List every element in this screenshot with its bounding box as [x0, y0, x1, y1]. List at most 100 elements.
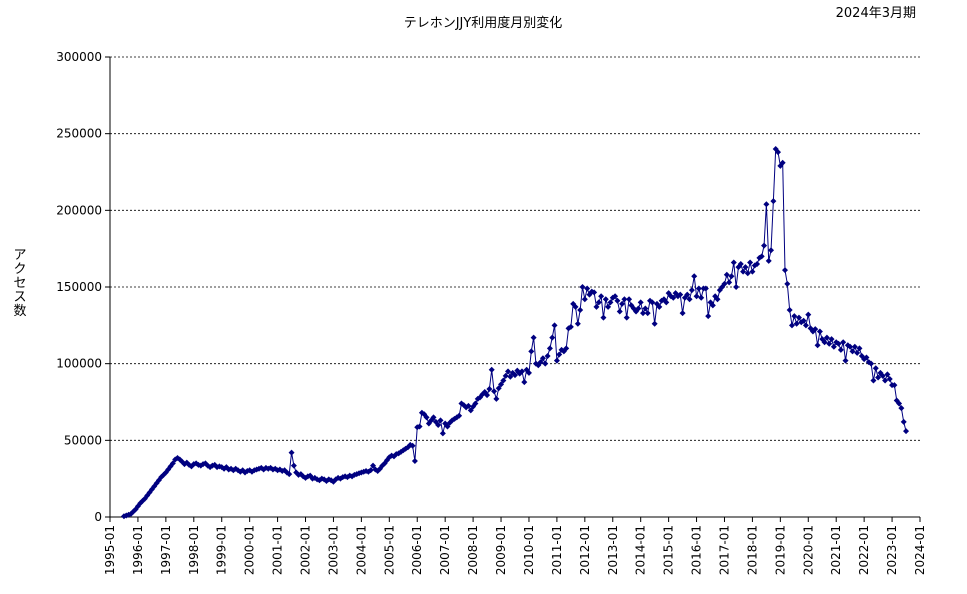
- data-point: [786, 307, 793, 313]
- x-tick-label: 1996-01: [131, 525, 145, 575]
- data-point: [491, 388, 498, 395]
- plot-area: [120, 146, 910, 520]
- y-tick-label: 300000: [56, 50, 102, 64]
- x-tick-label: 2012-01: [578, 525, 592, 575]
- data-point: [821, 339, 828, 346]
- data-point: [591, 289, 598, 296]
- data-point: [518, 368, 525, 375]
- data-point: [556, 351, 563, 358]
- data-point: [782, 267, 788, 274]
- data-point: [640, 310, 647, 317]
- data-point: [800, 317, 807, 324]
- data-point: [502, 372, 509, 379]
- x-tick-label: 2011-01: [550, 525, 564, 575]
- data-point: [747, 259, 754, 266]
- data-point: [686, 296, 693, 303]
- data-point: [749, 268, 756, 275]
- x-tick-label: 1999-01: [215, 525, 229, 575]
- data-point: [598, 293, 605, 300]
- data-point: [616, 308, 623, 315]
- data-point: [714, 296, 721, 303]
- x-tick-label: 2000-01: [243, 525, 257, 575]
- data-point: [577, 307, 584, 313]
- data-point: [612, 293, 619, 300]
- y-tick-label: 100000: [56, 357, 102, 371]
- data-point: [465, 402, 472, 409]
- data-point: [886, 376, 893, 382]
- data-point: [563, 345, 570, 352]
- x-tick-label: 2001-01: [271, 525, 285, 575]
- x-tick-label: 2007-01: [438, 525, 452, 575]
- data-point: [793, 320, 800, 327]
- data-point: [367, 467, 374, 474]
- data-point: [726, 279, 733, 286]
- data-point: [579, 284, 586, 290]
- data-point: [709, 302, 716, 309]
- data-point: [642, 305, 649, 312]
- data-point: [651, 320, 658, 327]
- data-point: [486, 385, 493, 392]
- data-point: [828, 336, 835, 343]
- data-point: [551, 322, 558, 329]
- data-point: [605, 303, 612, 310]
- x-tick-label: 2005-01: [382, 525, 396, 575]
- data-point: [851, 343, 858, 350]
- data-point: [677, 291, 684, 298]
- data-point: [826, 340, 833, 347]
- x-tick-label: 2009-01: [494, 525, 508, 575]
- data-point: [802, 322, 809, 329]
- data-point: [546, 345, 553, 352]
- data-point: [898, 405, 905, 412]
- data-point: [644, 310, 651, 317]
- x-tick-label: 2021-01: [829, 525, 843, 575]
- data-point: [863, 354, 870, 361]
- data-point: [698, 294, 705, 301]
- data-point: [574, 320, 581, 327]
- data-point: [430, 414, 437, 421]
- data-point: [621, 296, 628, 303]
- data-point: [553, 357, 560, 364]
- data-point: [435, 422, 442, 428]
- data-point: [784, 280, 791, 287]
- data-point: [754, 261, 761, 267]
- data-point: [626, 296, 633, 303]
- data-point: [879, 372, 886, 379]
- data-point: [581, 296, 588, 303]
- data-point: [623, 314, 630, 321]
- data-point: [484, 392, 491, 399]
- data-point: [286, 471, 293, 478]
- data-point: [493, 395, 500, 402]
- data-point: [891, 382, 898, 389]
- y-tick-labels: 0 50000 100000 150000 200000 250000 300000: [56, 50, 102, 524]
- data-point: [854, 349, 861, 356]
- data-point: [528, 348, 535, 355]
- data-point: [882, 377, 889, 384]
- data-point: [409, 442, 416, 449]
- data-point: [537, 359, 544, 366]
- data-point: [169, 460, 176, 467]
- x-tick-label: 1998-01: [187, 525, 201, 575]
- x-tick-label: 2015-01: [662, 525, 676, 575]
- data-point: [868, 360, 875, 367]
- data-point: [849, 348, 856, 355]
- data-point: [456, 412, 463, 419]
- data-point: [649, 299, 656, 306]
- y-tick-label: 200000: [56, 203, 102, 217]
- data-point: [779, 159, 786, 166]
- data-point: [856, 345, 863, 352]
- data-point: [584, 285, 591, 292]
- data-point: [823, 334, 830, 341]
- x-tick-label: 1997-01: [159, 525, 173, 575]
- data-point: [488, 366, 495, 373]
- data-point: [416, 423, 423, 430]
- data-point: [695, 285, 702, 292]
- data-point: [744, 270, 751, 277]
- data-point: [842, 357, 849, 364]
- axes: [109, 57, 920, 518]
- data-point: [525, 369, 532, 376]
- x-tick-label: 2023-01: [885, 525, 899, 575]
- gridlines: [105, 56, 920, 518]
- data-point: [437, 417, 444, 424]
- data-point: [512, 372, 518, 379]
